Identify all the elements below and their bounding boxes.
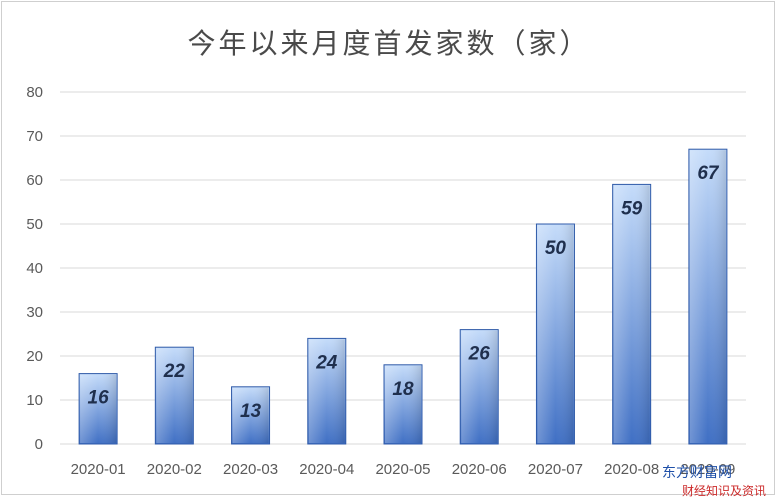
- bar-2020-07: [535, 223, 575, 445]
- x-tick-label: 2020-02: [147, 461, 202, 478]
- bar-2020-01: [78, 373, 118, 445]
- chart-frame: 今年以来月度首发家数（家） 0 10 20 30 40 50 60 70 80 16 22 13 24…: [1, 1, 775, 495]
- bar-shading: [308, 339, 345, 443]
- watermark-tagline: 财经知识及资讯: [682, 484, 767, 498]
- y-tick-label: 0: [35, 436, 43, 453]
- x-tick-label: 2020-01: [71, 461, 126, 478]
- y-tick-label: 70: [26, 128, 43, 145]
- bar-shading: [80, 374, 117, 443]
- x-tick-label: 2020-05: [375, 461, 430, 478]
- y-tick-label: 20: [26, 348, 43, 365]
- bar-2020-06: [459, 329, 499, 445]
- bars: [78, 148, 728, 445]
- bar-shading: [461, 330, 498, 443]
- x-tick-label: 2020-07: [528, 461, 583, 478]
- y-tick-label: 30: [26, 304, 43, 321]
- data-label: 22: [163, 361, 186, 382]
- x-tick-label: 2020-08: [604, 461, 659, 478]
- data-label: 50: [545, 238, 567, 259]
- bar-2020-03: [231, 386, 271, 445]
- x-tick-label: 2020-03: [223, 461, 278, 478]
- bar-shading: [232, 387, 269, 443]
- bar-shading: [689, 150, 726, 443]
- data-label: 18: [392, 379, 414, 400]
- data-label: 26: [468, 344, 491, 365]
- y-tick-label: 40: [26, 260, 43, 277]
- bar-shading: [385, 365, 421, 443]
- data-label: 16: [88, 388, 110, 409]
- y-tick-label: 80: [26, 84, 43, 101]
- data-label: 59: [621, 198, 643, 219]
- bar-shading: [613, 185, 650, 443]
- y-tick-label: 50: [26, 216, 43, 233]
- bar-2020-02: [154, 346, 194, 445]
- bar-shading: [537, 225, 574, 443]
- y-tick-label: 10: [26, 392, 43, 409]
- x-tick-label: 2020-09: [680, 461, 735, 478]
- bar-2020-09: [688, 148, 728, 445]
- bar-2020-04: [307, 337, 347, 445]
- y-tick-label: 60: [26, 172, 43, 189]
- x-axis-categories: 2020-01 2020-02 2020-03 2020-04 2020-05 2020-…: [71, 461, 736, 478]
- y-axis-ticks: 0 10 20 30 40 50 60 70 80: [26, 84, 43, 453]
- watermark-brand: 东方财富网: [662, 465, 732, 481]
- x-tick-label: 2020-06: [452, 461, 507, 478]
- data-label: 67: [697, 163, 720, 184]
- x-tick-label: 2020-04: [299, 461, 354, 478]
- data-labels: 16 22 13 24 18 26 50 59 67: [88, 163, 720, 422]
- chart-title: 今年以来月度首发家数（家）: [187, 27, 591, 60]
- bar-2020-08: [612, 183, 652, 445]
- bar-shading: [156, 348, 193, 443]
- chart-plot: 0 10 20 30 40 50 60 70 80 16 22 13 24 18 26 50 59 67 202…: [26, 84, 746, 478]
- bar-2020-05: [383, 364, 423, 445]
- data-label: 13: [240, 401, 262, 422]
- data-label: 24: [315, 352, 338, 373]
